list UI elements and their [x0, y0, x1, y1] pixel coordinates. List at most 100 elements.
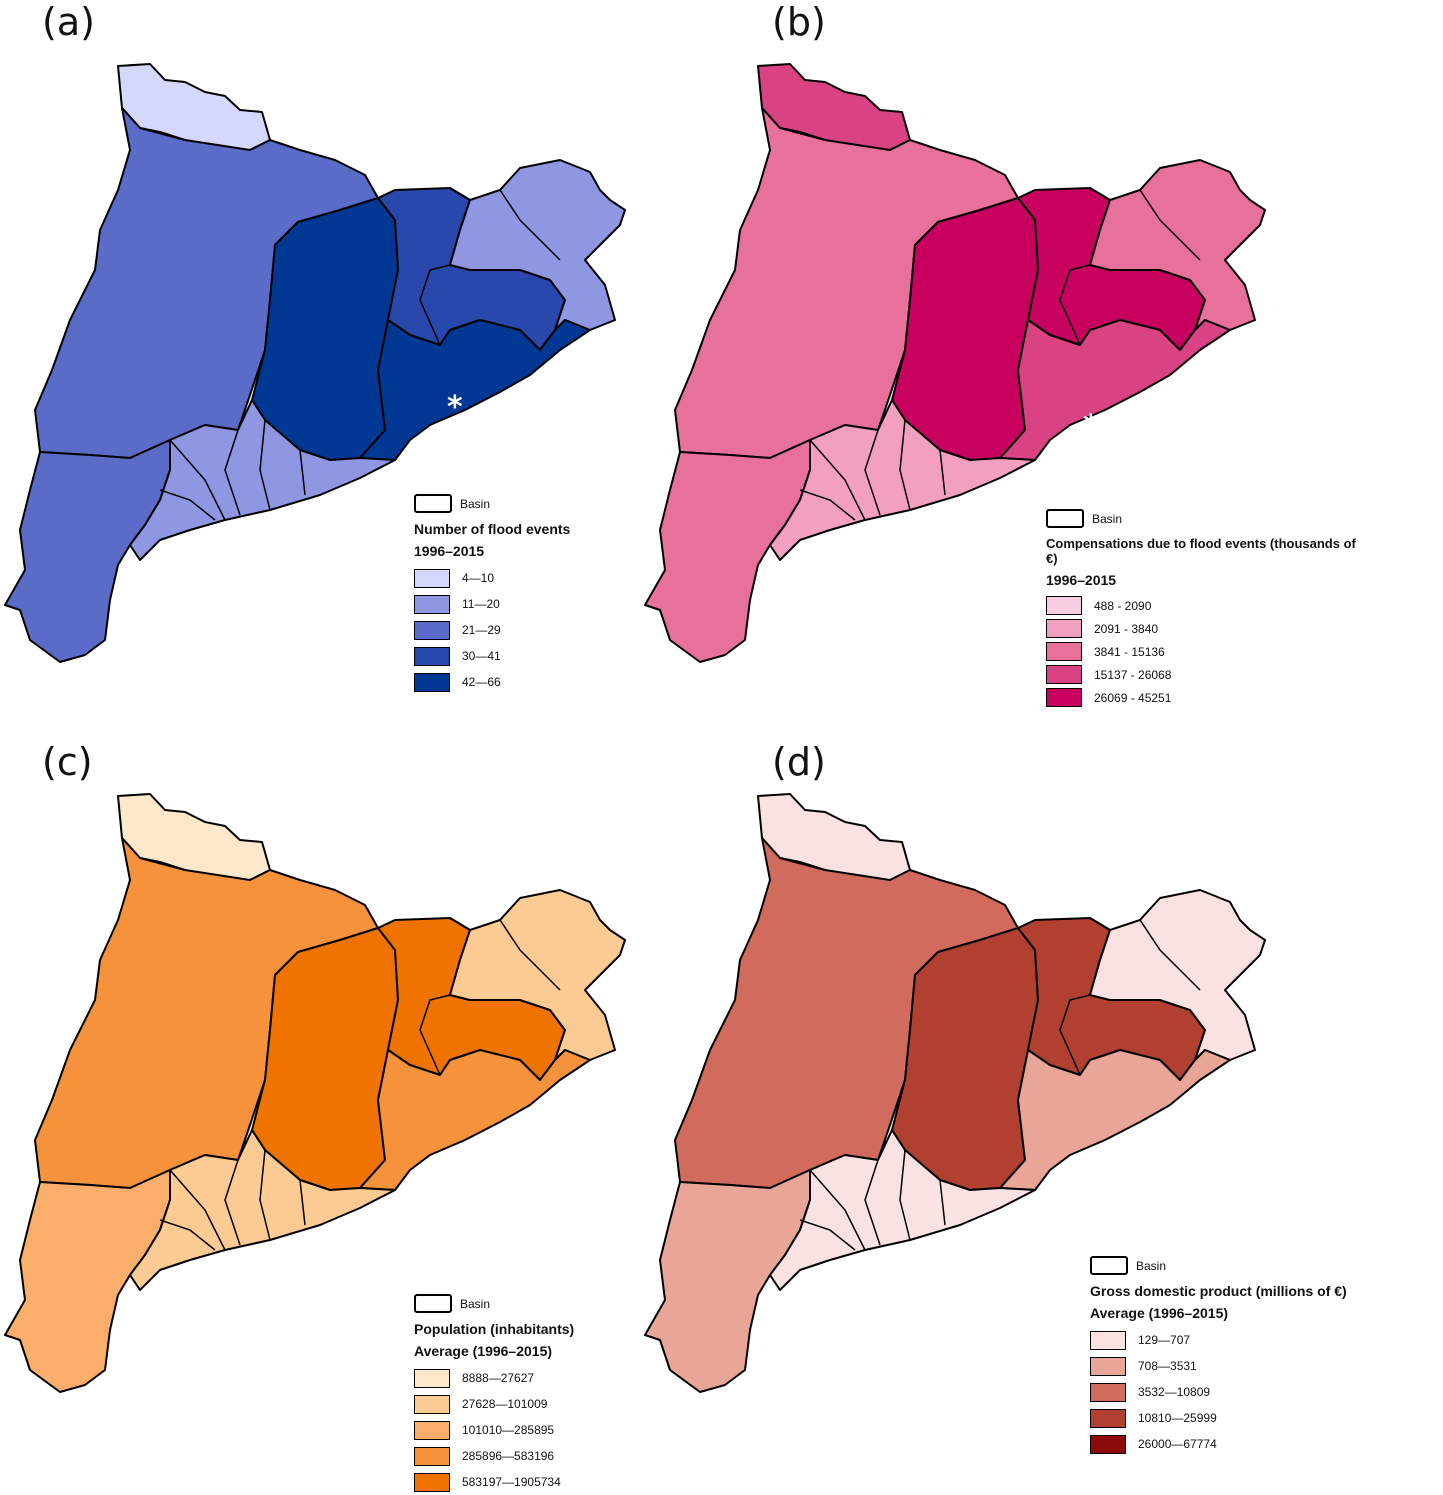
basin-boundary: [259, 1149, 271, 1241]
legend-swatch: [1046, 642, 1082, 661]
legend-class: 285896—583196: [414, 1443, 574, 1469]
basin-west: [34, 837, 379, 1189]
basin-coast: [359, 319, 591, 461]
legend-class: 3532—10809: [1090, 1379, 1347, 1405]
basin-boundary: [1139, 919, 1201, 991]
basin-boundary: [864, 1159, 881, 1246]
panel-label: (d): [772, 740, 826, 784]
legend-class: 3841 - 15136: [1046, 640, 1360, 663]
legend-class: 583197—1905734: [414, 1469, 574, 1495]
basin-boundary: [939, 449, 946, 496]
basin-boundary: [169, 1169, 226, 1251]
legend-class-label: 21—29: [462, 623, 501, 637]
basin-label: Basin: [1136, 1258, 1167, 1273]
basin-boundary: [809, 439, 866, 521]
legend-class: 708—3531: [1090, 1353, 1347, 1379]
legend-basin-entry: Basin: [1090, 1256, 1347, 1275]
legend-swatch: [1090, 1330, 1126, 1350]
legend-class: 21—29: [414, 617, 570, 643]
basin-west: [674, 107, 1019, 459]
basin-boundary: [809, 1169, 866, 1251]
legend-swatch: [414, 1472, 450, 1492]
basin-boundary: [419, 994, 451, 1076]
basin-boundary: [159, 1219, 216, 1251]
legend-subtitle: Average (1996–2015): [414, 1343, 553, 1359]
map-legend: Basin Number of flood events 1996–2015 4…: [414, 494, 570, 695]
legend-class: 15137 - 26068: [1046, 663, 1360, 686]
legend-class-label: 26069 - 45251: [1094, 690, 1172, 705]
legend-class-label: 15137 - 26068: [1094, 667, 1172, 682]
basin-coast: [999, 319, 1231, 461]
legend-class-label: 3841 - 15136: [1094, 644, 1165, 659]
basin-boundary: [799, 489, 856, 521]
legend-swatch: [414, 1394, 450, 1414]
basin-boundary: [299, 1179, 306, 1226]
panel-b: (b) * Basin Compensations due to flood e…: [640, 0, 1360, 730]
legend-title: Gross domestic product (millions of €): [1090, 1283, 1347, 1299]
basin-northeast: [1089, 159, 1266, 331]
basin-swatch: [414, 494, 452, 513]
legend-class-label: 101010—285895: [462, 1423, 555, 1437]
legend-class-label: 11—20: [462, 597, 500, 611]
legend-class-label: 285896—583196: [462, 1449, 555, 1463]
legend-swatch: [414, 1420, 450, 1440]
basin-boundary: [1139, 189, 1201, 261]
legend-class: 8888—27627: [414, 1365, 574, 1391]
basin-coast: [359, 1049, 591, 1191]
basin-northeast: [1089, 889, 1266, 1061]
legend-class-label: 30—41: [462, 649, 501, 663]
basin-boundary: [224, 429, 241, 516]
map-legend: Basin Population (inhabitants) Average (…: [414, 1294, 574, 1495]
basin-swatch: [1090, 1256, 1128, 1275]
basin-label: Basin: [1092, 511, 1123, 526]
legend-swatch: [414, 1368, 450, 1388]
legend-class: 30—41: [414, 643, 570, 669]
basin-map: [644, 63, 1266, 663]
legend-subtitle: 1996–2015: [414, 543, 485, 559]
basin-boundary: [299, 449, 306, 496]
legend-swatch: [414, 594, 450, 614]
legend-class: 11—20: [414, 591, 570, 617]
legend-class: 4—10: [414, 565, 570, 591]
basin-swatch: [1046, 509, 1084, 528]
panel-label: (b): [772, 0, 826, 44]
legend-swatch: [1046, 619, 1082, 638]
legend-class-label: 42—66: [462, 675, 501, 689]
map-legend: Basin Gross domestic product (millions o…: [1090, 1256, 1347, 1457]
legend-subtitle: Average (1996–2015): [1090, 1305, 1229, 1321]
legend-swatch: [1090, 1408, 1126, 1428]
panel-a: (a) * Basin Number of flood events 1996–…: [0, 0, 720, 730]
basin-boundary: [899, 1149, 911, 1241]
basin-west: [34, 107, 379, 459]
legend-swatch: [414, 1446, 450, 1466]
basin-boundary: [224, 1159, 241, 1246]
legend-class-label: 26000—67774: [1138, 1437, 1217, 1451]
legend-class: 129—707: [1090, 1327, 1347, 1353]
panel-d: (d) *: [640, 730, 1360, 1460]
basin-boundary: [169, 439, 226, 521]
basin-boundary: [864, 429, 881, 516]
legend-title: Population (inhabitants): [414, 1321, 575, 1337]
basin-map: [4, 793, 626, 1393]
legend-swatch: [1046, 665, 1082, 684]
basin-boundary: [499, 919, 561, 991]
legend-title: Number of flood events: [414, 521, 571, 537]
legend-class-label: 129—707: [1138, 1333, 1191, 1347]
basin-boundary: [159, 489, 216, 521]
basin-boundary: [499, 189, 561, 261]
legend-basin-entry: Basin: [414, 494, 570, 513]
legend-class: 2091 - 3840: [1046, 617, 1360, 640]
panel-label: (c): [42, 740, 93, 784]
legend-class-label: 10810—25999: [1138, 1411, 1217, 1425]
basin-label: Basin: [460, 1296, 491, 1311]
legend-swatch: [414, 672, 450, 692]
location-marker: *: [1133, 1152, 1149, 1187]
legend-class-label: 8888—27627: [462, 1371, 535, 1385]
basin-boundary: [939, 1179, 946, 1226]
basin-label: Basin: [460, 496, 491, 511]
basin-northeast: [449, 159, 626, 331]
panel-label: (a): [42, 0, 95, 44]
legend-swatch: [1046, 596, 1082, 615]
basin-coast: [999, 1049, 1231, 1191]
basin-boundary: [799, 1219, 856, 1251]
